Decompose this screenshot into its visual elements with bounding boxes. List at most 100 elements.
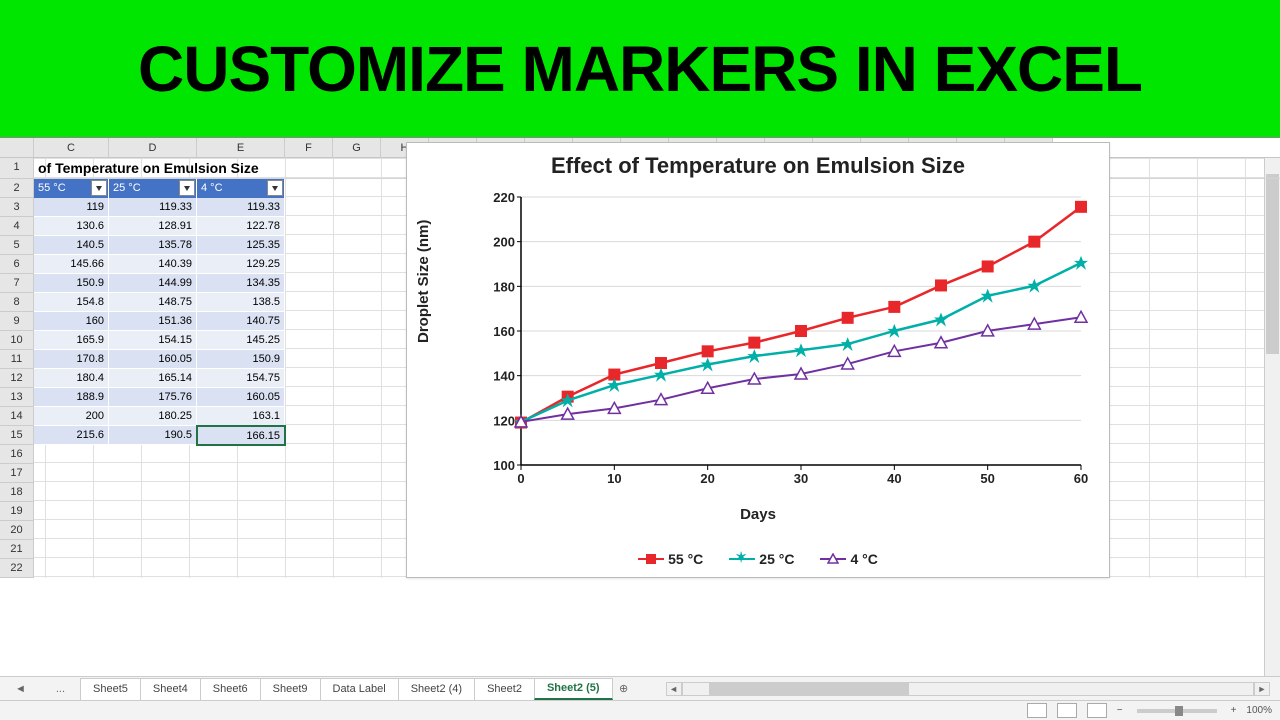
row-header-14[interactable]: 14 bbox=[0, 407, 34, 426]
cell[interactable]: 175.76 bbox=[109, 388, 197, 407]
svg-text:10: 10 bbox=[607, 471, 621, 486]
svg-text:60: 60 bbox=[1074, 471, 1088, 486]
cell[interactable]: 154.75 bbox=[197, 369, 285, 388]
col-header-25c[interactable]: 25 °C bbox=[109, 179, 197, 198]
row-header-17[interactable]: 17 bbox=[0, 464, 34, 483]
row-header-18[interactable]: 18 bbox=[0, 483, 34, 502]
col-header-55c[interactable]: 55 °C bbox=[34, 179, 109, 198]
row-header-20[interactable]: 20 bbox=[0, 521, 34, 540]
col-header-4c[interactable]: 4 °C bbox=[197, 179, 285, 198]
col-header-g[interactable]: G bbox=[333, 138, 381, 157]
cell[interactable]: 190.5 bbox=[109, 426, 197, 445]
select-all-corner[interactable] bbox=[0, 138, 34, 157]
normal-view-icon[interactable] bbox=[1027, 703, 1047, 718]
filter-dropdown-icon[interactable] bbox=[267, 180, 283, 196]
chart-object[interactable]: Effect of Temperature on Emulsion Size D… bbox=[406, 142, 1110, 578]
cell[interactable]: 130.6 bbox=[34, 217, 109, 236]
cell[interactable]: 125.35 bbox=[197, 236, 285, 255]
cell[interactable]: 165.9 bbox=[34, 331, 109, 350]
add-sheet-button[interactable]: ⊕ bbox=[612, 682, 636, 695]
sheet-tab[interactable]: Sheet2 bbox=[474, 678, 535, 700]
svg-text:30: 30 bbox=[794, 471, 808, 486]
row-header-12[interactable]: 12 bbox=[0, 369, 34, 388]
row-header-10[interactable]: 10 bbox=[0, 331, 34, 350]
col-header-c[interactable]: C bbox=[34, 138, 109, 157]
spreadsheet-area: CDEFGHIJKLMNOPQRSTU 12345678910111213141… bbox=[0, 138, 1280, 678]
cell[interactable]: 140.75 bbox=[197, 312, 285, 331]
col-header-e[interactable]: E bbox=[197, 138, 285, 157]
row-header-11[interactable]: 11 bbox=[0, 350, 34, 369]
cell[interactable]: 145.66 bbox=[34, 255, 109, 274]
sheet-tab[interactable]: Sheet2 (4) bbox=[398, 678, 475, 700]
row-header-6[interactable]: 6 bbox=[0, 255, 34, 274]
row-header-13[interactable]: 13 bbox=[0, 388, 34, 407]
legend-item-25c: ✶ 25 °C bbox=[729, 551, 794, 567]
sheet-tab[interactable]: Sheet5 bbox=[80, 678, 141, 700]
filter-dropdown-icon[interactable] bbox=[91, 180, 107, 196]
cell[interactable]: 144.99 bbox=[109, 274, 197, 293]
sheet-tab[interactable]: Sheet2 (5) bbox=[534, 678, 613, 700]
row-header-22[interactable]: 22 bbox=[0, 559, 34, 578]
cell[interactable]: 151.36 bbox=[109, 312, 197, 331]
cell[interactable]: 170.8 bbox=[34, 350, 109, 369]
col-header-d[interactable]: D bbox=[109, 138, 197, 157]
zoom-level[interactable]: 100% bbox=[1246, 705, 1272, 716]
cell[interactable]: 138.5 bbox=[197, 293, 285, 312]
page-break-view-icon[interactable] bbox=[1087, 703, 1107, 718]
page-layout-view-icon[interactable] bbox=[1057, 703, 1077, 718]
row-header-4[interactable]: 4 bbox=[0, 217, 34, 236]
sheet-tab[interactable]: Sheet4 bbox=[140, 678, 201, 700]
horizontal-scrollbar[interactable]: ◄ ► bbox=[666, 682, 1270, 696]
row-header-15[interactable]: 15 bbox=[0, 426, 34, 445]
cell[interactable]: 148.75 bbox=[109, 293, 197, 312]
chart-legend: 55 °C ✶ 25 °C 4 °C bbox=[407, 551, 1109, 567]
filter-dropdown-icon[interactable] bbox=[179, 180, 195, 196]
cell[interactable]: 119 bbox=[34, 198, 109, 217]
cell[interactable]: 119.33 bbox=[197, 198, 285, 217]
cell[interactable]: 160 bbox=[34, 312, 109, 331]
cell[interactable]: 122.78 bbox=[197, 217, 285, 236]
cell[interactable]: 145.25 bbox=[197, 331, 285, 350]
banner-title: CUSTOMIZE MARKERS IN EXCEL bbox=[138, 32, 1142, 106]
cell[interactable]: 160.05 bbox=[197, 388, 285, 407]
cell[interactable]: 119.33 bbox=[109, 198, 197, 217]
cell[interactable]: 165.14 bbox=[109, 369, 197, 388]
sheet-tab[interactable]: Sheet9 bbox=[260, 678, 321, 700]
cell[interactable]: 140.5 bbox=[34, 236, 109, 255]
svg-text:160: 160 bbox=[493, 324, 515, 339]
cell[interactable]: 154.8 bbox=[34, 293, 109, 312]
cell[interactable]: 129.25 bbox=[197, 255, 285, 274]
row-header-2[interactable]: 2 bbox=[0, 179, 34, 198]
cell[interactable]: 163.1 bbox=[197, 407, 285, 426]
cell[interactable]: 140.39 bbox=[109, 255, 197, 274]
sheet-tab[interactable]: Data Label bbox=[320, 678, 399, 700]
row-header-7[interactable]: 7 bbox=[0, 274, 34, 293]
svg-text:120: 120 bbox=[493, 413, 515, 428]
row-header-3[interactable]: 3 bbox=[0, 198, 34, 217]
cell[interactable]: 128.91 bbox=[109, 217, 197, 236]
cell[interactable]: 188.9 bbox=[34, 388, 109, 407]
cell[interactable]: 134.35 bbox=[197, 274, 285, 293]
col-header-f[interactable]: F bbox=[285, 138, 333, 157]
tab-nav-buttons[interactable]: ◄... bbox=[0, 683, 80, 695]
cell[interactable]: 154.15 bbox=[109, 331, 197, 350]
y-axis-label: Droplet Size (nm) bbox=[415, 220, 432, 343]
cell[interactable]: 150.9 bbox=[34, 274, 109, 293]
cell[interactable]: 200 bbox=[34, 407, 109, 426]
cell[interactable]: 166.15 bbox=[197, 426, 285, 445]
row-header-21[interactable]: 21 bbox=[0, 540, 34, 559]
row-header-8[interactable]: 8 bbox=[0, 293, 34, 312]
row-header-9[interactable]: 9 bbox=[0, 312, 34, 331]
cell[interactable]: 180.25 bbox=[109, 407, 197, 426]
cell[interactable]: 180.4 bbox=[34, 369, 109, 388]
cell[interactable]: 150.9 bbox=[197, 350, 285, 369]
zoom-slider[interactable] bbox=[1137, 709, 1217, 713]
cell[interactable]: 135.78 bbox=[109, 236, 197, 255]
sheet-tab[interactable]: Sheet6 bbox=[200, 678, 261, 700]
cell[interactable]: 160.05 bbox=[109, 350, 197, 369]
row-header-19[interactable]: 19 bbox=[0, 502, 34, 521]
row-header-1[interactable]: 1 bbox=[0, 158, 34, 179]
row-header-16[interactable]: 16 bbox=[0, 445, 34, 464]
row-header-5[interactable]: 5 bbox=[0, 236, 34, 255]
cell[interactable]: 215.6 bbox=[34, 426, 109, 445]
